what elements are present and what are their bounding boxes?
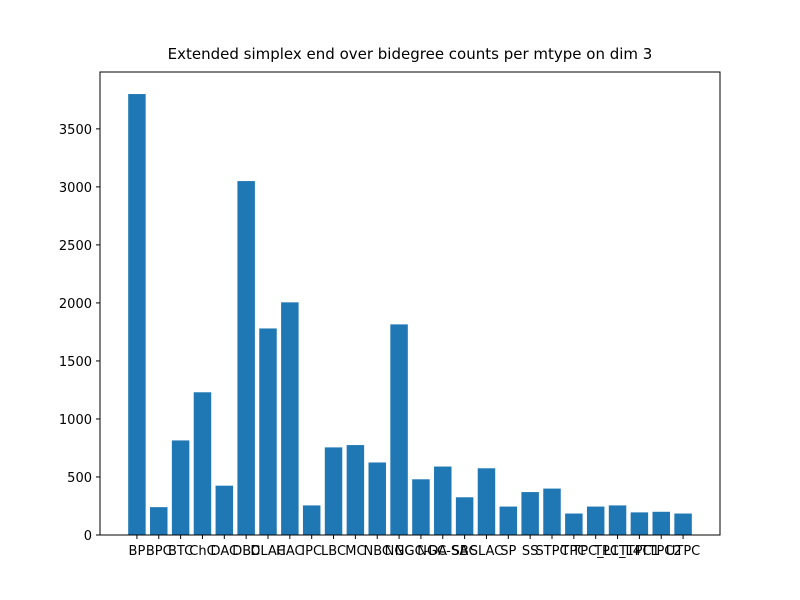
bar	[630, 512, 649, 535]
x-tick-label: NGC-SA	[417, 544, 468, 559]
bar	[477, 468, 496, 535]
x-tick-label: LBC	[321, 544, 346, 559]
bar	[674, 513, 692, 535]
x-tick-label: NGC-DA	[395, 544, 447, 559]
x-tick-label: UTPC	[666, 544, 700, 559]
bar	[237, 181, 255, 535]
x-tick-label: ChC	[189, 544, 215, 559]
bar	[171, 440, 190, 535]
bar	[434, 466, 452, 535]
x-tick-label: TPC_L1	[571, 544, 619, 559]
x-tick-label: BP	[129, 544, 146, 559]
chart-title: Extended simplex end over bidegree count…	[168, 45, 653, 63]
x-tick-label: SLAC	[470, 544, 504, 559]
bar	[150, 507, 168, 535]
bar	[608, 505, 627, 535]
x-tick-label: NBC	[363, 544, 391, 559]
x-tick-label: DLAC	[250, 544, 285, 559]
x-tick-label: MC	[345, 544, 365, 559]
x-tick-label: BTC	[168, 544, 193, 559]
y-tick-label: 0	[84, 529, 92, 544]
bar	[455, 497, 474, 535]
bar	[586, 506, 605, 535]
x-tick-label: TPC	[560, 544, 586, 559]
bar	[128, 94, 146, 536]
x-tick-label: SBC	[452, 544, 478, 559]
y-tick-label: 3000	[59, 181, 92, 196]
x-tick-label: STPC	[535, 544, 568, 559]
x-tick-label: TTPC1	[618, 544, 660, 559]
x-tick-label: DBC	[232, 544, 260, 559]
bar	[390, 324, 408, 535]
x-tick-label: BPC	[146, 544, 172, 559]
bar	[412, 479, 430, 535]
bar	[652, 511, 670, 535]
bar	[302, 505, 321, 535]
x-tick-label: TPC_L4	[593, 544, 641, 559]
y-tick-label: 2500	[59, 239, 92, 254]
bar	[499, 506, 518, 535]
x-tick-label: TTPC2	[640, 544, 682, 559]
bar	[543, 488, 561, 535]
bar	[346, 445, 365, 535]
x-tick-label: DAC	[211, 544, 239, 559]
y-tick-label: 500	[67, 471, 92, 486]
bar	[259, 328, 277, 535]
x-tick-label: IPC	[301, 544, 322, 559]
x-tick-label: NGC	[385, 544, 414, 559]
x-tick-label: HAC	[276, 544, 304, 559]
bar	[215, 485, 234, 535]
x-tick-label: SP	[500, 544, 516, 559]
bar	[281, 302, 299, 535]
bar	[565, 513, 583, 535]
bar	[324, 447, 343, 535]
bar	[521, 492, 539, 535]
plot-frame	[99, 71, 721, 536]
y-tick-label: 1000	[59, 413, 92, 428]
y-tick-label: 2000	[59, 297, 92, 312]
y-tick-label: 1500	[59, 355, 92, 370]
x-tick-label: SS	[522, 544, 539, 559]
y-tick-label: 3500	[59, 123, 92, 138]
bar	[368, 462, 386, 535]
bar	[193, 392, 212, 535]
